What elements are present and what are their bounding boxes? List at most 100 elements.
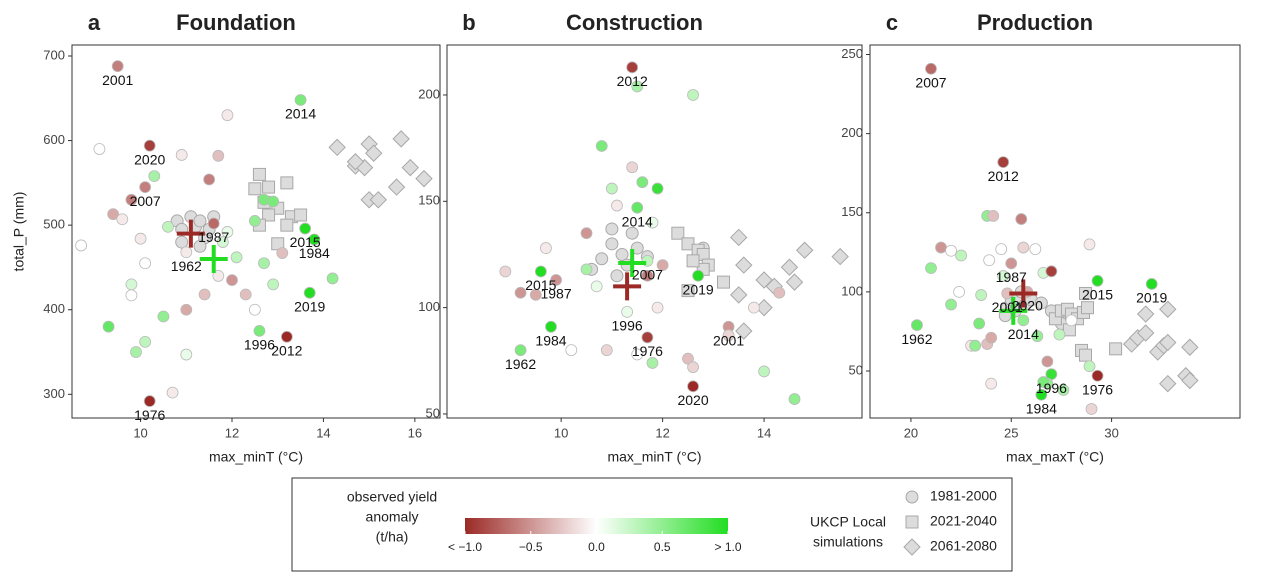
observed-point xyxy=(107,208,120,221)
observed-point xyxy=(267,195,280,208)
observed-point xyxy=(565,344,578,357)
sim-point xyxy=(1078,348,1092,362)
panel-title: Construction xyxy=(566,10,703,35)
year-label: 1984 xyxy=(1026,400,1057,416)
year-label: 2019 xyxy=(1136,290,1167,306)
colorbar-tick-label: −0.5 xyxy=(519,540,543,554)
observed-point xyxy=(911,319,923,332)
year-label: 2014 xyxy=(622,213,653,229)
sim-point xyxy=(193,214,207,228)
year-label: 2015 xyxy=(1082,286,1113,302)
observed-point xyxy=(198,288,211,301)
sim-point xyxy=(625,226,639,240)
observed-point xyxy=(1041,355,1054,368)
observed-point xyxy=(143,139,156,152)
year-label: 1984 xyxy=(299,245,330,261)
colorbar-title: observed yield xyxy=(347,489,437,505)
observed-point xyxy=(687,380,699,393)
y-tick-label: 50 xyxy=(426,405,440,420)
plot-border xyxy=(71,44,441,419)
year-label: 2019 xyxy=(683,281,714,297)
sim-point xyxy=(610,269,624,283)
observed-point xyxy=(125,193,138,206)
observed-point xyxy=(111,60,124,73)
sim-point xyxy=(730,286,748,304)
year-label: 1962 xyxy=(505,356,536,372)
observed-point xyxy=(945,298,957,311)
year-label: 2007 xyxy=(632,267,663,283)
observed-point xyxy=(651,182,664,195)
sim-point xyxy=(1136,305,1155,323)
x-tick-label: 12 xyxy=(655,425,669,440)
sim-point xyxy=(1159,333,1177,352)
observed-point xyxy=(1091,274,1104,287)
observed-point xyxy=(935,241,947,254)
year-label: 1987 xyxy=(996,269,1027,285)
observed-point xyxy=(258,257,270,270)
observed-point xyxy=(203,173,216,186)
observed-point xyxy=(221,226,234,238)
observed-point xyxy=(1031,330,1044,343)
observed-point xyxy=(985,377,998,390)
sim-legend-title: simulations xyxy=(813,534,883,550)
observed-point xyxy=(102,320,115,333)
colorbar-title: anomaly xyxy=(366,509,419,525)
observed-point xyxy=(1145,278,1158,290)
year-label: 2001 xyxy=(713,332,744,348)
observed-point xyxy=(116,213,129,226)
sim-point xyxy=(630,241,644,255)
observed-point xyxy=(600,344,613,357)
year-label: 1976 xyxy=(1082,381,1113,397)
observed-point xyxy=(294,94,307,106)
observed-point xyxy=(687,361,699,374)
observed-point xyxy=(1053,328,1066,341)
observed-point xyxy=(1005,257,1018,270)
sim-point xyxy=(1159,300,1177,318)
y-tick-label: 150 xyxy=(841,204,863,219)
year-label: 2015 xyxy=(290,234,321,250)
x-axis-label: max_minT (°C) xyxy=(209,449,303,465)
observed-point xyxy=(641,269,654,282)
y-tick-label: 150 xyxy=(418,193,440,208)
sim-point xyxy=(716,275,730,289)
observed-point xyxy=(139,335,152,348)
observed-point xyxy=(212,149,225,162)
observed-point xyxy=(722,329,735,342)
sim-legend-label: 2061-2080 xyxy=(930,538,997,554)
observed-point xyxy=(605,182,618,195)
observed-point xyxy=(267,278,280,291)
year-label: 2014 xyxy=(285,106,316,122)
sim-point xyxy=(671,226,685,240)
x-tick-label: 12 xyxy=(225,425,239,440)
y-tick-label: 200 xyxy=(418,86,440,101)
observed-point xyxy=(636,176,649,189)
observed-point xyxy=(239,288,252,301)
year-label: 2012 xyxy=(988,168,1019,184)
sim-point xyxy=(280,218,294,232)
observed-point xyxy=(125,278,138,291)
observed-point xyxy=(748,301,760,314)
observed-point xyxy=(773,286,786,299)
sim-point xyxy=(280,176,294,190)
panel-title: Production xyxy=(977,10,1093,35)
observed-point xyxy=(299,222,312,235)
observed-point xyxy=(326,272,339,285)
sim-point xyxy=(346,153,365,171)
observed-point xyxy=(550,274,562,286)
observed-point xyxy=(180,303,193,316)
year-label: 2015 xyxy=(525,277,556,293)
observed-point xyxy=(1085,403,1098,415)
year-label: 2012 xyxy=(617,73,648,89)
observed-point xyxy=(1083,360,1096,373)
x-tick-label: 10 xyxy=(133,425,147,440)
colorbar xyxy=(465,518,728,534)
observed-point xyxy=(651,301,664,314)
observed-point xyxy=(226,274,238,287)
year-label: 2012 xyxy=(271,343,302,359)
observed-point xyxy=(1083,238,1096,251)
observed-point xyxy=(631,348,644,361)
year-label: 2001 xyxy=(102,72,133,88)
plot-border xyxy=(446,44,863,419)
x-tick-label: 14 xyxy=(316,425,330,440)
observed-point xyxy=(253,324,266,337)
